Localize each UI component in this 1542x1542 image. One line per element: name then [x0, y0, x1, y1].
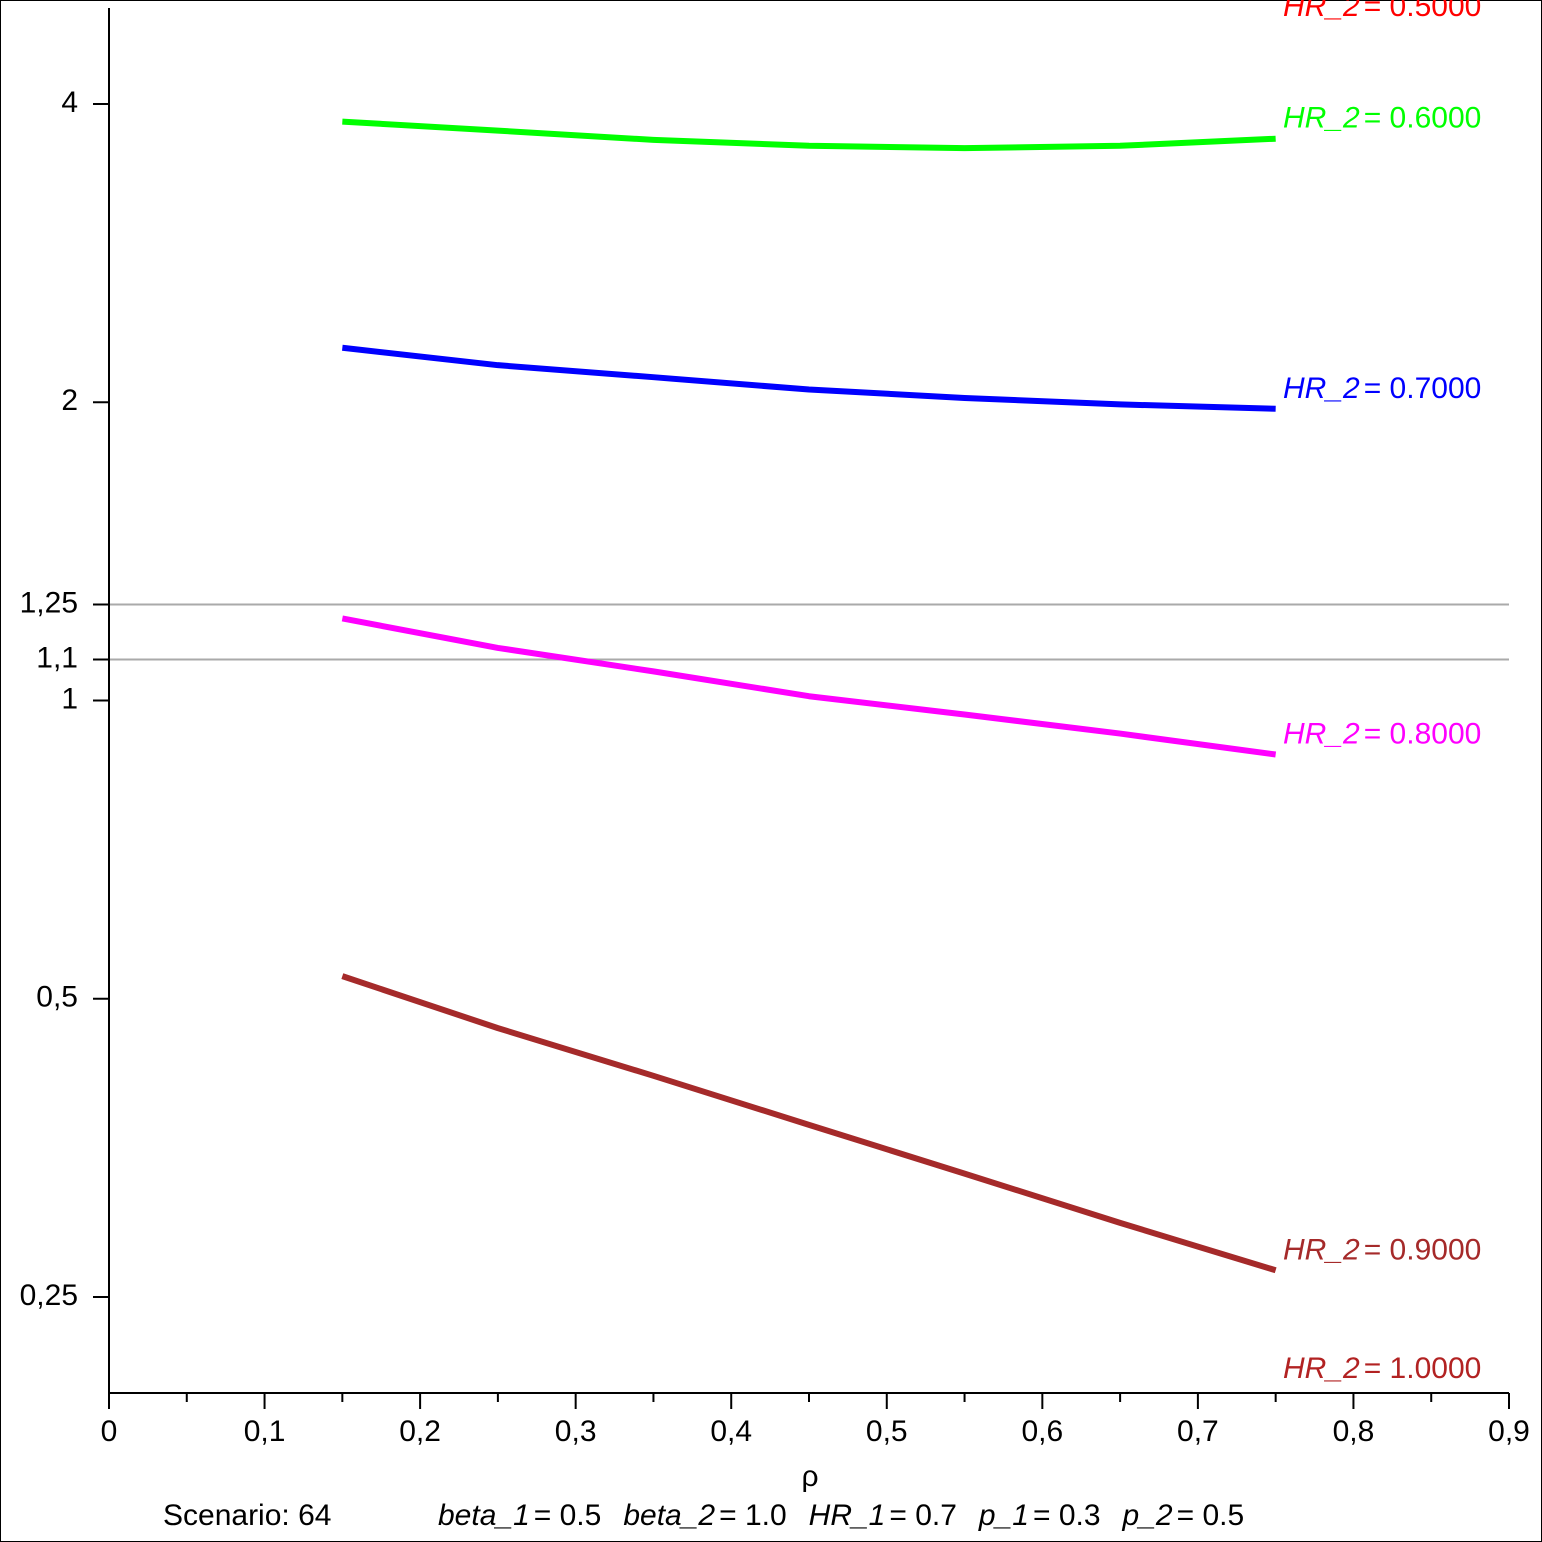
series-label-value: = 0.6000	[1364, 102, 1482, 135]
param-name: p_2	[1122, 1499, 1173, 1532]
series-label: HR_2 = 0.6000	[1283, 102, 1481, 135]
x-tick-label: 0,8	[1333, 1415, 1375, 1448]
x-axis-label: ρ	[801, 1460, 818, 1493]
y-tick-label: 2	[61, 384, 78, 417]
param-value: = 0.5	[534, 1499, 602, 1532]
series-label-name: HR_2	[1283, 1233, 1360, 1266]
param-name: HR_1	[809, 1499, 886, 1532]
param-value: = 1.0	[719, 1499, 787, 1532]
scenario-label: Scenario: 64	[163, 1499, 331, 1532]
x-tick-label: 0,9	[1488, 1415, 1530, 1448]
series-label-name: HR_2	[1283, 372, 1360, 405]
series-line	[341, 615, 1277, 758]
y-tick-label: 0,5	[36, 981, 78, 1014]
y-tick-label: 0,25	[20, 1279, 78, 1312]
x-tick-label: 0,6	[1021, 1415, 1063, 1448]
series-label-name: HR_2	[1283, 717, 1360, 750]
x-tick-label: 0,2	[399, 1415, 441, 1448]
series-line	[341, 973, 1277, 1274]
param-name: beta_1	[438, 1499, 530, 1532]
y-tick-label: 4	[61, 86, 78, 119]
annotation: HR_2 = 0.5000	[1283, 0, 1481, 23]
annotation-name: HR_2	[1283, 1352, 1360, 1385]
x-tick-label: 0,7	[1177, 1415, 1219, 1448]
series-label-name: HR_2	[1283, 102, 1360, 135]
series-label-value: = 0.8000	[1364, 717, 1482, 750]
x-tick-label: 0,5	[866, 1415, 908, 1448]
param-name: p_1	[978, 1499, 1029, 1532]
x-tick-label: 0,1	[244, 1415, 286, 1448]
series-label-value: = 0.9000	[1364, 1233, 1482, 1266]
series-label: HR_2 = 0.8000	[1283, 717, 1481, 750]
param-name: beta_2	[623, 1499, 715, 1532]
series-label: HR_2 = 0.7000	[1283, 372, 1481, 405]
series-line	[341, 344, 1276, 412]
footer-params: beta_1 = 0.5 beta_2 = 1.0 HR_1 = 0.7 p_1 = 0.3 p…	[438, 1499, 1244, 1532]
y-tick-label: 1	[61, 682, 78, 715]
series-label: HR_2 = 0.9000	[1283, 1233, 1481, 1266]
annotation-value: = 0.5000	[1364, 0, 1482, 23]
annotation: HR_2 = 1.0000	[1283, 1352, 1481, 1385]
param-value: = 0.7	[889, 1499, 957, 1532]
y-tick-label: 1,25	[20, 586, 78, 619]
param-value: = 0.5	[1177, 1499, 1245, 1532]
x-tick-label: 0	[101, 1415, 118, 1448]
param-value: = 0.3	[1033, 1499, 1101, 1532]
series-label-value: = 0.7000	[1364, 372, 1482, 405]
annotation-value: = 1.0000	[1364, 1352, 1482, 1385]
x-tick-label: 0,4	[710, 1415, 752, 1448]
annotation-name: HR_2	[1283, 0, 1360, 23]
x-tick-label: 0,3	[555, 1415, 597, 1448]
y-tick-label: 1,1	[36, 641, 78, 674]
series-line	[342, 118, 1276, 152]
